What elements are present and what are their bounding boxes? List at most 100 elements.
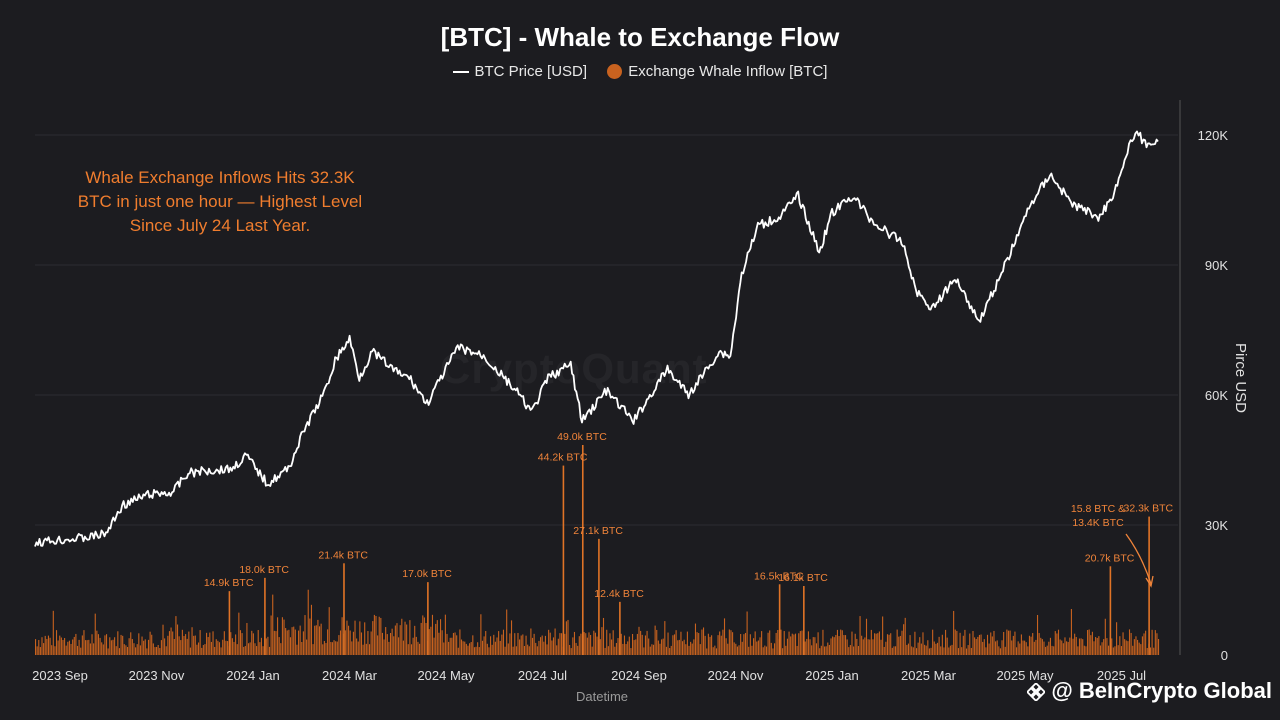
inflow-bar xyxy=(538,640,540,655)
inflow-bar xyxy=(883,646,885,655)
inflow-bar xyxy=(146,648,148,655)
inflow-bar xyxy=(848,647,850,655)
inflow-bar xyxy=(693,639,695,655)
inflow-bar xyxy=(599,639,601,655)
inflow-bar xyxy=(180,640,182,655)
inflow-bar xyxy=(604,647,606,655)
inflow-bar xyxy=(46,638,48,655)
inflow-bar xyxy=(807,631,809,655)
inflow-bar xyxy=(925,645,927,655)
inflow-bar xyxy=(483,636,485,655)
y-tick-label: 120K xyxy=(1198,128,1229,143)
inflow-bar xyxy=(194,635,196,655)
inflow-bar xyxy=(640,630,642,655)
inflow-bar xyxy=(1082,639,1084,655)
inflow-bar xyxy=(523,645,525,655)
inflow-bar xyxy=(348,625,350,655)
inflow-bar xyxy=(675,630,677,655)
inflow-bar xyxy=(733,642,735,655)
inflow-bar xyxy=(893,646,895,655)
inflow-bar xyxy=(585,633,587,655)
inflow-bar xyxy=(341,617,343,655)
legend-item-inflow[interactable]: Exchange Whale Inflow [BTC] xyxy=(607,63,827,80)
inflow-bar xyxy=(354,620,356,655)
inflow-bar xyxy=(414,625,416,655)
inflow-bar xyxy=(199,630,201,655)
inflow-bar xyxy=(707,633,709,655)
inflow-bar xyxy=(515,646,517,655)
inflow-bar xyxy=(415,636,417,655)
inflow-bar xyxy=(1080,638,1082,655)
inflow-bar xyxy=(1093,641,1095,655)
inflow-bar xyxy=(559,633,561,655)
inflow-bar xyxy=(318,626,321,655)
inflow-bar xyxy=(189,647,191,655)
inflow-bar xyxy=(425,622,427,655)
inflow-bar xyxy=(682,641,684,655)
inflow-bar xyxy=(578,636,580,655)
inflow-bar xyxy=(235,634,237,655)
inflow-bar xyxy=(144,639,146,655)
inflow-bar xyxy=(530,628,532,655)
inflow-bar xyxy=(806,638,808,655)
inflow-bar xyxy=(946,637,948,655)
inflow-bar xyxy=(827,642,829,655)
inflow-bar xyxy=(1024,640,1026,655)
inflow-bar xyxy=(1125,640,1127,655)
inflow-bar xyxy=(924,644,926,655)
inflow-bar xyxy=(843,635,845,655)
inflow-bar xyxy=(1143,633,1145,655)
inflow-bar xyxy=(339,630,342,655)
inflow-bar xyxy=(336,641,338,655)
inflow-bar xyxy=(430,626,432,655)
inflow-bar xyxy=(903,624,905,655)
inflow-bar xyxy=(1130,632,1132,655)
inflow-bar xyxy=(88,639,90,655)
inflow-bar xyxy=(1064,637,1066,655)
inflow-bar xyxy=(853,646,855,655)
inflow-bar xyxy=(833,637,835,655)
inflow-bar xyxy=(809,639,811,655)
inflow-bar xyxy=(764,645,766,655)
inflow-bar xyxy=(825,646,827,655)
inflow-spike-bar xyxy=(803,586,805,655)
inflow-bar xyxy=(812,637,814,655)
inflow-bar xyxy=(596,636,598,655)
inflow-bar xyxy=(506,609,508,655)
inflow-bar xyxy=(1041,639,1043,655)
inflow-bar xyxy=(907,643,910,655)
watermark: CryptoQuant xyxy=(440,345,708,393)
inflow-bar xyxy=(389,632,392,655)
inflow-spike-bar xyxy=(778,584,781,655)
inflow-bar xyxy=(55,630,58,655)
inflow-bar xyxy=(680,631,682,655)
inflow-bar xyxy=(862,639,864,655)
inflow-bar xyxy=(972,630,974,655)
inflow-bar xyxy=(68,640,70,655)
inflow-bar xyxy=(628,636,630,655)
inflow-bar xyxy=(998,646,1000,655)
inflow-bar xyxy=(872,639,874,655)
inflow-bar xyxy=(715,648,717,655)
inflow-bar xyxy=(1095,637,1097,655)
inflow-bar xyxy=(683,639,685,655)
inflow-bar xyxy=(861,635,863,655)
legend-item-price[interactable]: BTC Price [USD] xyxy=(452,63,587,80)
inflow-bar xyxy=(281,617,283,655)
inflow-bar xyxy=(312,644,314,655)
inflow-bar xyxy=(644,635,647,655)
inflow-bar xyxy=(433,637,435,655)
x-tick-label: 2025 May xyxy=(996,668,1054,683)
inflow-bar xyxy=(467,645,469,655)
inflow-bar xyxy=(536,646,538,655)
inflow-bar xyxy=(1030,636,1032,655)
inflow-bar xyxy=(436,620,438,655)
inflow-bar xyxy=(648,638,650,655)
inflow-bar xyxy=(974,637,976,655)
inflow-bar xyxy=(107,648,109,655)
inflow-bar xyxy=(911,646,913,655)
btc-price-line xyxy=(34,130,1159,547)
inflow-bar xyxy=(919,637,921,655)
inflow-bar xyxy=(225,640,227,655)
inflow-bar xyxy=(44,635,46,655)
